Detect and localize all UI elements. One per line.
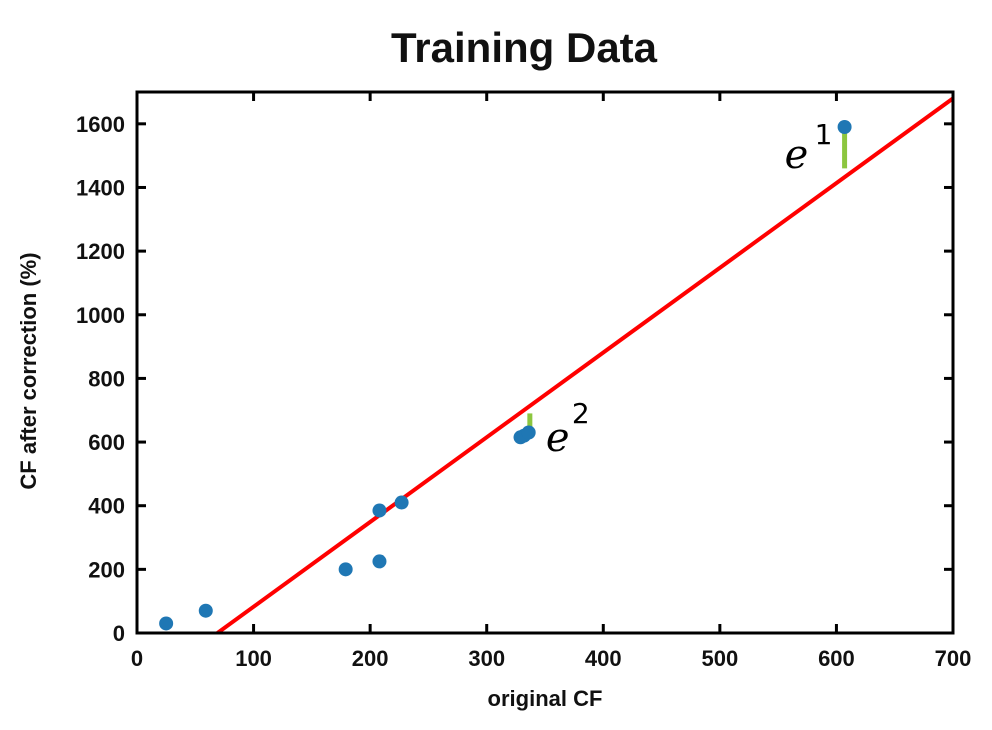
regression-line: [216, 96, 953, 633]
data-point: [338, 562, 353, 577]
x-tick-label: 400: [585, 646, 622, 671]
x-tick-label: 500: [701, 646, 738, 671]
x-tick-label: 0: [131, 646, 143, 671]
residual-label-e2-superscript: 2: [572, 397, 590, 430]
residual-label-e1: e: [785, 132, 809, 178]
x-tick-label: 300: [468, 646, 505, 671]
chart-title: Training Data: [391, 24, 658, 71]
x-tick-label: 600: [818, 646, 855, 671]
y-tick-label: 200: [88, 557, 125, 582]
y-tick-label: 1200: [76, 239, 125, 264]
data-point: [372, 503, 387, 518]
y-tick-label: 800: [88, 366, 125, 391]
data-point: [521, 425, 536, 440]
data-point: [159, 616, 174, 631]
y-tick-label: 1400: [76, 175, 125, 200]
residual-label-e2: e: [546, 415, 570, 461]
data-point: [198, 603, 213, 618]
x-axis-label: original CF: [488, 686, 603, 711]
y-tick-label: 1600: [76, 112, 125, 137]
x-tick-label: 100: [235, 646, 272, 671]
plot-background: [137, 92, 953, 633]
residual-label-e1-superscript: 1: [815, 118, 833, 151]
y-tick-label: 1000: [76, 303, 125, 328]
data-point: [394, 495, 409, 510]
data-point: [837, 120, 852, 135]
x-tick-label: 700: [935, 646, 972, 671]
y-tick-label: 0: [113, 621, 125, 646]
data-point: [372, 554, 387, 569]
plot-frame: [135, 90, 955, 635]
x-tick-label: 200: [352, 646, 389, 671]
y-axis-label: CF after correction (%): [16, 252, 41, 489]
y-tick-label: 600: [88, 430, 125, 455]
y-tick-label: 400: [88, 494, 125, 519]
